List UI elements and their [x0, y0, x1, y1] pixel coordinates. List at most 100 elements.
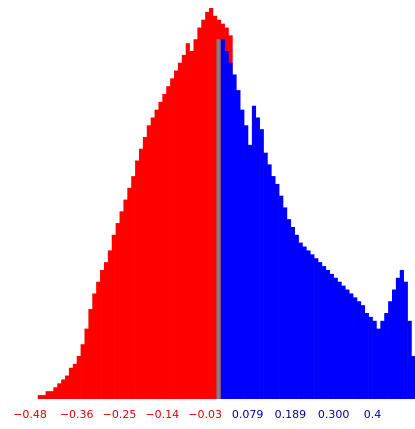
histogram-bar-positive: [356, 301, 362, 399]
histogram-bar-negative: [103, 262, 109, 399]
histogram-bar-negative: [131, 176, 136, 399]
histogram-bar-positive: [349, 293, 354, 399]
histogram-bar-negative: [80, 344, 85, 399]
histogram-bar-negative: [53, 387, 58, 399]
histogram-bar-positive: [407, 320, 412, 399]
histogram-bar-positive: [321, 266, 327, 399]
histogram-bar-positive: [329, 273, 334, 399]
x-tick-label: −0.03: [188, 408, 222, 421]
histogram-bar-positive: [251, 105, 257, 399]
histogram-bar-negative: [107, 250, 113, 399]
histogram-bar-negative: [92, 293, 97, 399]
histogram-bar-negative: [162, 94, 167, 400]
histogram-bar-positive: [240, 109, 245, 399]
histogram-bar-positive: [259, 129, 264, 399]
histogram-bar-positive: [286, 219, 292, 399]
histogram-bar-negative: [76, 355, 81, 399]
histogram-bar-negative: [119, 211, 124, 399]
x-tick-label: −0.25: [103, 408, 137, 421]
histogram-bar-positive: [333, 277, 338, 399]
histogram-bar-negative: [57, 383, 62, 399]
histogram-bar-negative: [197, 27, 202, 400]
histogram-bar-negative: [185, 43, 190, 399]
histogram-bar-negative: [111, 234, 116, 399]
bars-layer: [37, 8, 415, 400]
histogram-bar-negative: [96, 281, 101, 399]
histogram-bar-positive: [294, 234, 299, 399]
histogram-bar-negative: [61, 379, 66, 399]
histogram-bar-negative: [138, 148, 144, 399]
histogram-bar-negative: [115, 223, 120, 399]
histogram-bar-positive: [411, 355, 415, 399]
histogram-bar-positive: [267, 164, 272, 399]
histogram-bar-positive: [283, 207, 288, 399]
x-tick-label: −0.48: [13, 408, 47, 421]
histogram-bar-negative: [49, 391, 54, 399]
histogram-bar-negative: [84, 328, 89, 399]
histogram-bar-positive: [376, 328, 381, 399]
histogram-bar-negative: [72, 363, 78, 399]
histogram-bar-positive: [325, 269, 331, 399]
histogram-bar-positive: [247, 144, 253, 399]
histogram-bar-negative: [189, 51, 194, 399]
histogram-bar-positive: [337, 281, 342, 399]
histogram-bar-positive: [392, 289, 397, 399]
histogram-bar-negative: [209, 8, 214, 399]
x-tick-label: −0.14: [145, 408, 179, 421]
histogram-bar-positive: [310, 254, 315, 399]
histogram-bar-positive: [384, 312, 389, 399]
histogram-bar-zero: [216, 39, 221, 399]
histogram-bar-positive: [388, 301, 393, 399]
histogram-bar-negative: [193, 39, 198, 399]
histogram-bar-positive: [228, 62, 233, 400]
histogram-bar-positive: [306, 250, 311, 399]
histogram-bar-negative: [142, 137, 148, 399]
histogram-bar-negative: [45, 391, 50, 399]
histogram-bar-positive: [232, 74, 237, 399]
histogram-bar-positive: [302, 246, 307, 399]
histogram-bar-positive: [372, 320, 377, 399]
histogram-bar-positive: [224, 51, 229, 399]
histogram-bar-positive: [255, 117, 260, 399]
x-tick-label: 0.4: [364, 408, 382, 421]
histogram-bar-negative: [100, 269, 105, 399]
histogram-bar-negative: [174, 70, 179, 399]
histogram-bar-positive: [368, 316, 373, 399]
histogram-bar-negative: [154, 109, 159, 399]
histogram-bar-negative: [146, 125, 151, 400]
histogram-bar-positive: [244, 125, 249, 400]
histogram-bar-negative: [201, 19, 206, 399]
histogram-bar-positive: [403, 281, 408, 399]
histogram-bar-negative: [135, 160, 140, 399]
histogram-bar-positive: [271, 176, 276, 399]
histogram-bar-negative: [150, 117, 155, 399]
histogram-bar-negative: [65, 375, 70, 399]
histogram-bar-negative: [158, 101, 163, 399]
histogram-bar-positive: [220, 39, 225, 399]
histogram-bar-negative: [166, 86, 171, 399]
histogram-bar-negative: [37, 395, 42, 399]
histogram-bar-negative: [177, 62, 183, 400]
x-tick-labels: −0.48 −0.36 −0.25 −0.14 −0.03 0.079 0.189 0.300…: [13, 408, 381, 421]
histogram-bar-positive: [345, 289, 350, 399]
histogram-bar-positive: [263, 152, 268, 399]
histogram-bar-negative: [212, 15, 218, 399]
histogram-bar-positive: [353, 297, 358, 399]
histogram-bar-negative: [123, 199, 128, 399]
x-tick-label: 0.300: [318, 408, 350, 421]
histogram-bar-positive: [236, 90, 241, 400]
x-tick-label: 0.189: [275, 408, 307, 421]
histogram-bar-positive: [314, 258, 319, 399]
histogram-bar-positive: [318, 262, 323, 399]
histogram-bar-positive: [380, 320, 385, 399]
histogram-bar-positive: [341, 285, 346, 399]
histogram-bar-positive: [360, 305, 366, 399]
histogram-bar-positive: [364, 312, 369, 399]
histogram-bar-negative: [170, 78, 175, 399]
histogram-bar-positive: [279, 195, 284, 399]
histogram-bar-positive: [290, 226, 295, 399]
histogram-bar-negative: [41, 395, 46, 399]
histogram-bar-positive: [298, 242, 303, 399]
histogram-bar-negative: [205, 11, 210, 399]
